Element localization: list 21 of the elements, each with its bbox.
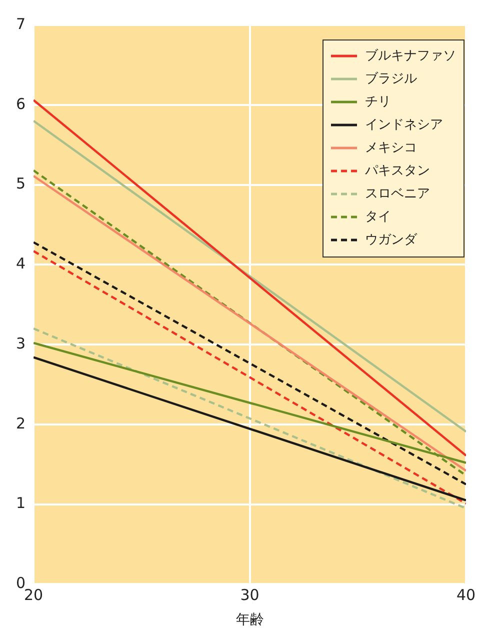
y-tick-label: 4 [16,254,26,273]
legend-label: タイ [365,209,391,224]
y-tick-label: 6 [16,94,26,113]
legend-label: スロベニア [365,186,430,202]
x-axis-title: 年齢 [236,612,264,628]
y-tick-label: 1 [16,494,26,512]
legend-label: ブラジル [365,71,417,86]
legend-label: メキシコ [365,140,417,156]
y-tick-label: 3 [16,334,26,352]
legend-label: チリ [365,94,391,110]
y-tick-label: 2 [16,414,26,432]
x-tick-label: 40 [456,586,476,604]
y-tick-label: 0 [16,574,26,592]
x-tick-label: 30 [240,586,260,604]
legend-label: パキスタン [364,163,430,178]
legend-label: ブルキナファソ [365,48,456,64]
legend-label: インドネシア [365,117,443,132]
y-tick-label: 7 [16,14,26,33]
x-tick-label: 20 [24,586,44,604]
legend-label: ウガンダ [365,232,418,248]
y-tick-label: 5 [16,174,26,193]
